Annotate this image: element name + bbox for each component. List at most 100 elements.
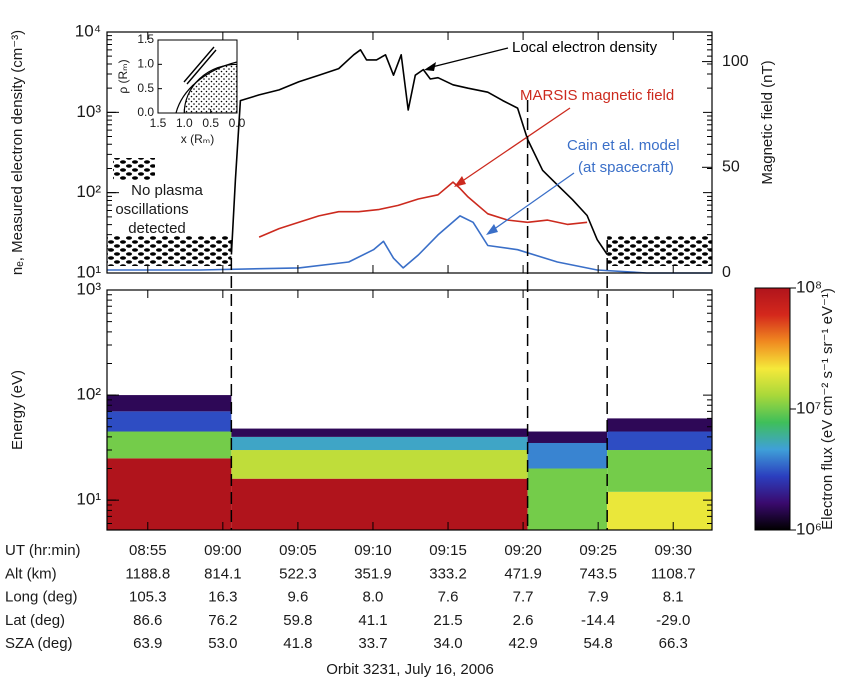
colorbar-tick-label: 10⁸	[796, 277, 822, 296]
inset-y-tick-label: 0.0	[137, 105, 154, 119]
table-cell: 09:00	[204, 542, 242, 559]
table-row-label: Alt (km)	[5, 565, 57, 582]
flux-band	[607, 431, 712, 451]
table-cell: 53.0	[208, 635, 237, 652]
flux-band	[231, 478, 528, 530]
y2-axis-label: Magnetic field (nT)	[759, 60, 776, 184]
table-cell: 66.3	[659, 635, 688, 652]
y2-tick-label: 100	[722, 53, 749, 70]
flux-band	[527, 431, 608, 443]
flux-band	[607, 418, 712, 432]
table-cell: 471.9	[504, 565, 542, 582]
table-cell: 59.8	[283, 612, 312, 629]
series-line	[230, 49, 608, 255]
inset-x-tick-label: 1.0	[176, 116, 193, 130]
inset-y-tick-label: 0.5	[137, 81, 154, 95]
table-cell: 33.7	[358, 635, 387, 652]
table-cell: 1188.8	[125, 565, 170, 582]
y2-tick-label: 0	[722, 264, 731, 281]
y-tick-label: 10¹	[76, 490, 101, 509]
flux-band	[527, 468, 608, 530]
table-cell: 522.3	[279, 565, 317, 582]
table-row-label: Long (deg)	[5, 589, 78, 606]
front-layer: No plasmaoscillationsdetected10¹10²10³10…	[5, 21, 836, 677]
no-plasma-label: oscillations	[115, 201, 188, 218]
y-tick-label: 10³	[76, 279, 101, 298]
table-cell: 7.9	[588, 589, 609, 606]
no-plasma-label: No plasma	[131, 182, 203, 199]
table-cell: -14.4	[581, 612, 615, 629]
table-row-label: Lat (deg)	[5, 612, 65, 629]
inset-x-tick-label: 1.5	[150, 116, 167, 130]
y-tick-label: 10¹	[76, 262, 101, 281]
inset-mars	[175, 46, 237, 113]
series-label: MARSIS magnetic field	[520, 87, 674, 104]
y-tick-label: 10³	[76, 102, 101, 121]
series-label: Cain et al. model	[567, 137, 680, 154]
table-cell: 2.6	[513, 612, 534, 629]
flux-band	[107, 431, 232, 459]
table-cell: 351.9	[354, 565, 392, 582]
table-cell: 7.6	[438, 589, 459, 606]
series-line	[258, 181, 588, 238]
colorbar-tick-label: 10⁶	[796, 519, 822, 538]
flux-band	[107, 458, 232, 530]
background-layer	[107, 236, 712, 266]
inset-x-label: x (Rₘ)	[181, 132, 214, 146]
table-cell: 54.8	[584, 635, 613, 652]
flux-band	[107, 395, 232, 412]
table-cell: 8.0	[363, 589, 384, 606]
table-cell: 41.8	[283, 635, 312, 652]
flux-band	[231, 436, 528, 451]
table-cell: 9.6	[287, 589, 308, 606]
table-cell: 743.5	[579, 565, 617, 582]
table-cell: 09:25	[579, 542, 617, 559]
table-cell: 09:05	[279, 542, 317, 559]
table-cell: -29.0	[656, 612, 690, 629]
flux-band	[107, 411, 232, 432]
table-cell: 09:20	[504, 542, 542, 559]
no-plasma-region	[607, 236, 712, 266]
no-plasma-label: detected	[128, 220, 186, 237]
table-cell: 09:15	[429, 542, 467, 559]
table-cell: 86.6	[133, 612, 162, 629]
colorbar	[754, 287, 791, 531]
table-cell: 42.9	[508, 635, 537, 652]
table-cell: 41.1	[358, 612, 387, 629]
flux-band	[607, 450, 712, 492]
series-line	[107, 215, 712, 274]
y-tick-label: 10²	[76, 182, 101, 201]
table-cell: 08:55	[129, 542, 167, 559]
table-cell: 34.0	[433, 635, 462, 652]
flux-band	[527, 442, 608, 469]
colorbar-label: Electron flux (eV cm⁻² s⁻¹ sr⁻¹ eV⁻¹)	[819, 288, 836, 530]
table-cell: 814.1	[204, 565, 242, 582]
table-cell: 21.5	[433, 612, 462, 629]
table-cell: 1108.7	[651, 565, 696, 582]
inset-x-tick-label: 0.5	[202, 116, 219, 130]
table-cell: 7.7	[513, 589, 534, 606]
inset-y-tick-label: 1.0	[137, 57, 154, 71]
inset-y-tick-label: 1.5	[137, 32, 154, 46]
table-cell: 76.2	[208, 612, 237, 629]
table-cell: 09:10	[354, 542, 392, 559]
series-label: Local electron density	[512, 39, 658, 56]
no-plasma-swatch	[113, 158, 155, 180]
colorbar-tick-label: 10⁷	[796, 398, 821, 417]
table-cell: 09:30	[654, 542, 692, 559]
y-tick-label: 10²	[76, 385, 101, 404]
table-cell: 105.3	[129, 589, 167, 606]
series-note: (at spacecraft)	[578, 159, 674, 176]
table-cell: 333.2	[429, 565, 467, 582]
no-plasma-region	[107, 236, 232, 266]
footer: Orbit 3231, July 16, 2006	[326, 661, 494, 678]
table-cell: 16.3	[208, 589, 237, 606]
inset-y-label: ρ (Rₘ)	[116, 59, 130, 93]
panel-frame	[106, 31, 713, 274]
flux-band	[231, 450, 528, 479]
y-tick-label: 10⁴	[75, 21, 101, 40]
inset-x-tick-label: 0.0	[229, 116, 246, 130]
table-row-label: UT (hr:min)	[5, 542, 81, 559]
table-cell: 8.1	[663, 589, 684, 606]
